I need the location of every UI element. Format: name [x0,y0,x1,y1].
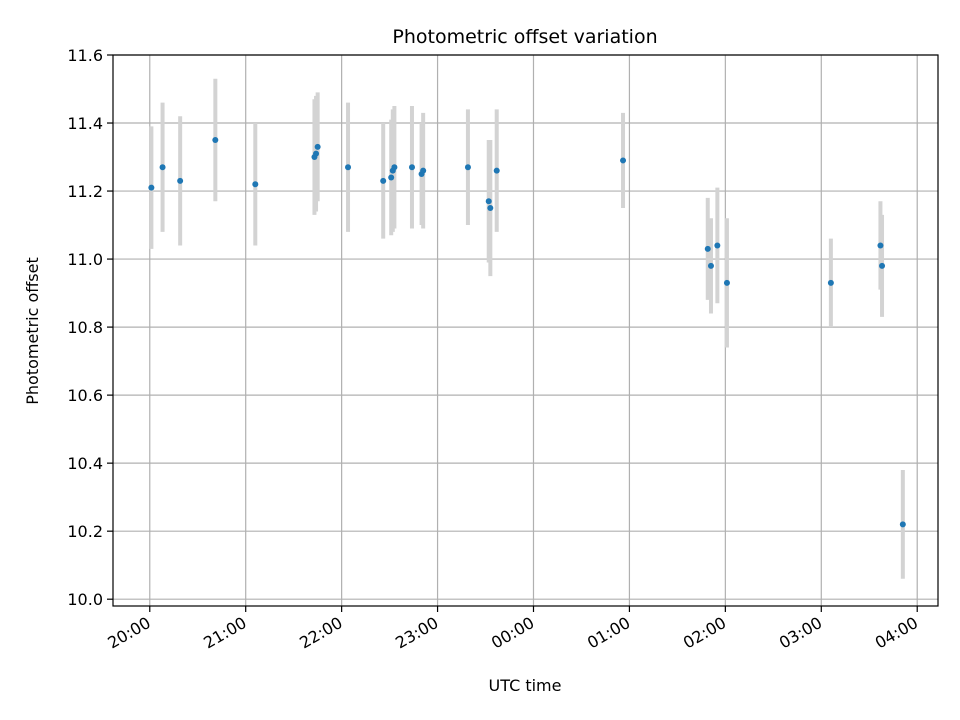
data-point [620,157,627,164]
data-point [314,143,321,150]
x-axis-label: UTC time [489,676,562,695]
data-point [159,164,166,171]
y-tick-label: 10.6 [67,386,103,405]
y-tick-label: 10.2 [67,522,103,541]
data-point [707,262,714,269]
data-point [714,242,721,249]
y-tick-label: 11.0 [67,250,103,269]
data-points [148,137,906,528]
data-point [388,174,395,181]
y-tick-label: 11.6 [67,46,103,65]
data-point [487,205,494,212]
data-point [380,177,387,184]
data-point [212,137,219,144]
chart-title: Photometric offset variation [392,26,657,48]
data-point [704,245,711,252]
data-point [485,198,492,205]
y-tick-label: 10.4 [67,454,103,473]
y-tick-label: 10.0 [67,590,103,609]
data-point [177,177,184,184]
data-point [148,184,155,191]
data-point [252,181,259,188]
data-point [345,164,352,171]
y-tick-label: 10.8 [67,318,103,337]
plot-frame [112,54,939,607]
y-axis: 10.0 10.2 10.4 10.6 10.8 11.0 11.2 11.4 11.6 [67,46,113,609]
data-point [827,279,834,286]
data-point [408,164,415,171]
data-point [723,279,730,286]
y-axis-label: Photometric offset [23,257,42,405]
data-point [420,167,427,174]
y-tick-label: 11.4 [67,114,103,133]
data-point [879,262,886,269]
data-point [464,164,471,171]
data-point [877,242,884,249]
data-point [899,521,906,528]
data-point [313,150,320,157]
data-point [493,167,500,174]
y-tick-label: 11.2 [67,182,103,201]
data-point [391,164,398,171]
